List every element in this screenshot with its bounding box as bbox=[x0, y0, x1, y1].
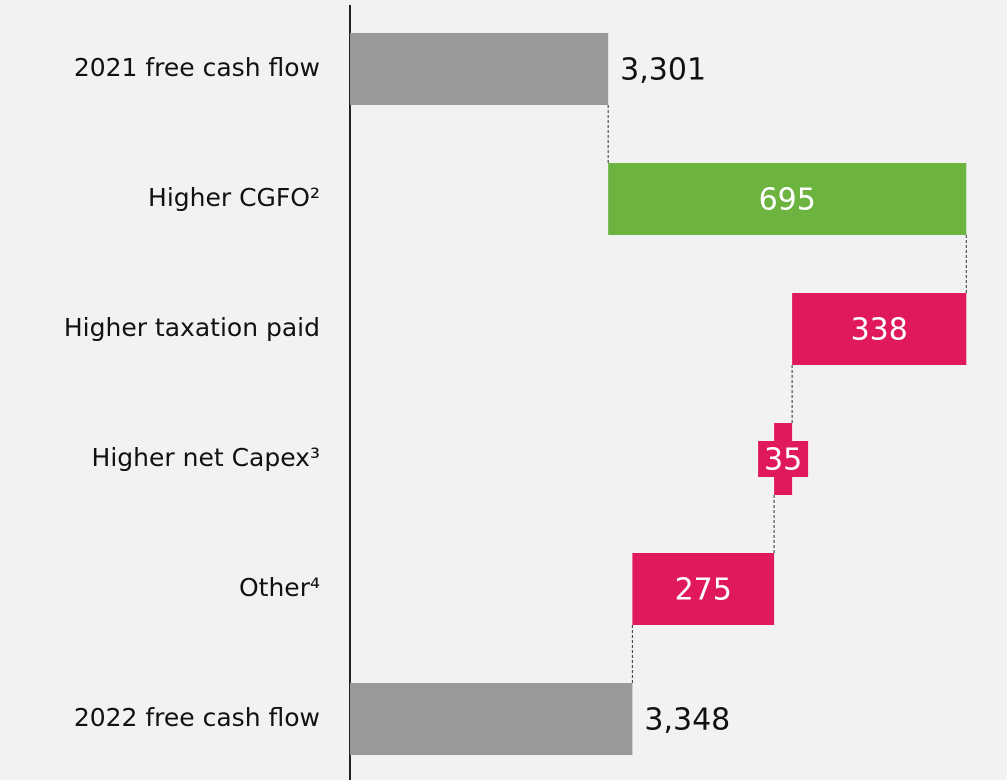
bar bbox=[350, 33, 609, 105]
bar bbox=[792, 293, 967, 365]
bar bbox=[632, 553, 775, 625]
category-label: Other⁴ bbox=[239, 573, 320, 602]
value-label: 3,348 bbox=[644, 703, 730, 738]
bar bbox=[350, 683, 633, 755]
category-label: Higher net Capex³ bbox=[92, 443, 320, 472]
category-label: Higher CGFO² bbox=[148, 183, 320, 212]
value-label: 275 bbox=[675, 573, 732, 608]
bar bbox=[608, 163, 967, 235]
category-label: Higher taxation paid bbox=[64, 313, 320, 342]
category-label: 2022 free cash flow bbox=[74, 703, 320, 732]
value-label: 3,301 bbox=[620, 53, 706, 88]
value-label: 695 bbox=[759, 183, 816, 218]
category-label: 2021 free cash flow bbox=[74, 53, 320, 82]
value-label: 338 bbox=[851, 313, 908, 348]
value-label: 35 bbox=[764, 443, 802, 478]
label-box bbox=[758, 441, 809, 477]
